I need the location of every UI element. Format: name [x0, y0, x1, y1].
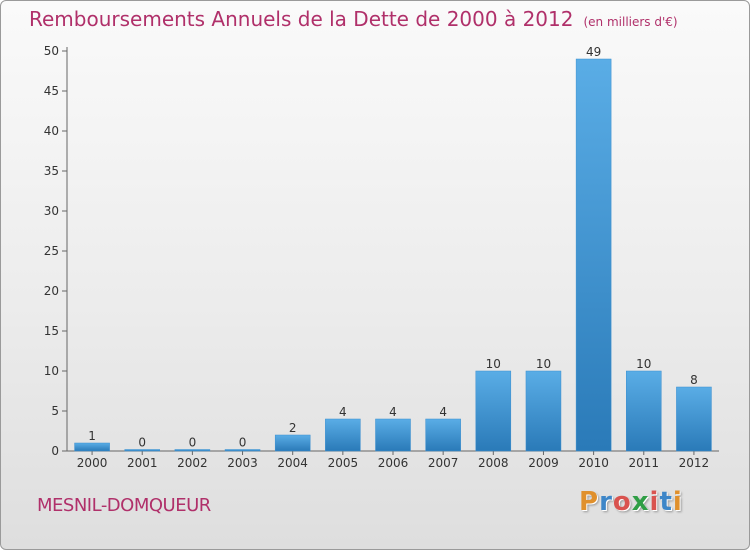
bar-2008: [475, 370, 512, 452]
logo-letter: i: [672, 487, 683, 517]
logo-letter: P: [579, 487, 600, 517]
bar-2009: [525, 370, 562, 452]
x-tick-label-2012: 2012: [679, 456, 710, 470]
bar-2011: [626, 370, 662, 452]
y-tick-label: 30: [44, 204, 59, 218]
data-label-2007: 4: [439, 405, 447, 419]
town-name: MESNIL-DOMQUEUR: [37, 495, 211, 516]
x-tick-label-2010: 2010: [578, 456, 609, 470]
data-label-2006: 4: [389, 405, 397, 419]
x-tick-label-2007: 2007: [428, 456, 459, 470]
y-tick-label: 5: [51, 404, 59, 418]
y-axis: 0 5 10 15 20 25 30 35 40 45 50: [44, 44, 68, 458]
proxiti-logo[interactable]: Proxiti: [579, 487, 683, 517]
data-label-2000: 1: [88, 429, 96, 443]
bar-2001: [124, 449, 160, 452]
bar-2010: [575, 58, 612, 452]
logo-letter: t: [659, 487, 673, 517]
data-label-2011: 10: [636, 357, 651, 371]
x-tick-label-2006: 2006: [378, 456, 409, 470]
chart-title: Remboursements Annuels de la Dette de 20…: [29, 7, 678, 31]
logo-letter: r: [599, 487, 613, 517]
bars: [74, 58, 712, 452]
bar-2004: [274, 434, 311, 452]
y-tick-label: 50: [44, 44, 59, 58]
logo-letter: x: [631, 487, 650, 517]
x-tick-label-2011: 2011: [628, 456, 659, 470]
chart-title-text: Remboursements Annuels de la Dette de 20…: [29, 7, 574, 31]
bar-2012: [676, 386, 712, 452]
data-label-2012: 8: [690, 373, 698, 387]
data-label-2010: 49: [586, 45, 601, 59]
y-tick-label: 45: [44, 84, 59, 98]
x-tick-label-2005: 2005: [328, 456, 359, 470]
data-label-2003: 0: [239, 436, 247, 450]
data-label-2008: 10: [486, 357, 501, 371]
chart-subtitle: (en milliers d'€): [583, 15, 678, 29]
y-tick-label: 25: [44, 244, 59, 258]
data-label-2002: 0: [189, 436, 197, 450]
y-tick-label: 35: [44, 164, 59, 178]
logo-letter: i: [649, 487, 660, 517]
logo-letter: o: [612, 487, 632, 517]
data-label-2005: 4: [339, 405, 347, 419]
x-tick-label-2004: 2004: [277, 456, 308, 470]
bar-2006: [375, 418, 411, 452]
y-tick-label: 20: [44, 284, 59, 298]
data-label-2009: 10: [536, 357, 551, 371]
x-tick-label-2003: 2003: [227, 456, 258, 470]
x-tick-label-2008: 2008: [478, 456, 509, 470]
bar-2002: [174, 449, 211, 452]
x-tick-label-2002: 2002: [177, 456, 208, 470]
x-tick-label-2009: 2009: [528, 456, 559, 470]
x-tick-label-2001: 2001: [127, 456, 158, 470]
y-tick-label: 40: [44, 124, 59, 138]
y-tick-label: 15: [44, 324, 59, 338]
x-tick-label-2000: 2000: [77, 456, 108, 470]
y-tick-label: 0: [51, 444, 59, 458]
data-label-2001: 0: [138, 436, 146, 450]
bar-2003: [224, 449, 261, 452]
bar-2005: [325, 418, 361, 452]
x-axis: 2000 2001 2002 2003 2004 2005 2006 2007 2008 2009…: [67, 450, 719, 470]
bar-2007: [425, 418, 461, 452]
y-tick-label: 10: [44, 364, 59, 378]
bar-2000: [74, 442, 110, 452]
data-label-2004: 2: [289, 421, 297, 435]
